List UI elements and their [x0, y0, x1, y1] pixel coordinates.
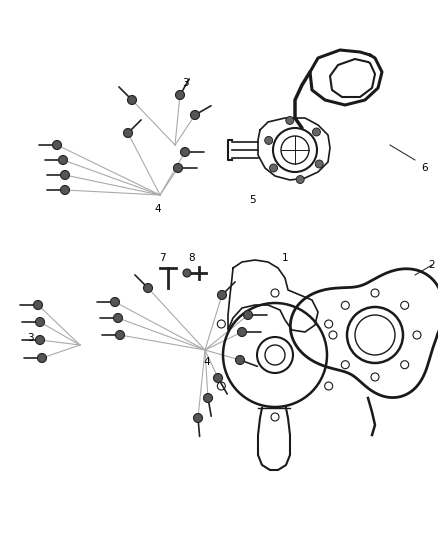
- Circle shape: [236, 356, 244, 365]
- Circle shape: [124, 128, 133, 138]
- Circle shape: [296, 175, 304, 183]
- Text: 4: 4: [155, 204, 161, 214]
- Circle shape: [113, 313, 123, 322]
- Circle shape: [116, 330, 124, 340]
- Text: 1: 1: [282, 253, 288, 263]
- Circle shape: [176, 91, 184, 100]
- Text: 2: 2: [429, 260, 435, 270]
- Circle shape: [265, 136, 273, 144]
- Text: 8: 8: [189, 253, 195, 263]
- Text: 5: 5: [250, 195, 256, 205]
- Circle shape: [244, 311, 252, 319]
- Circle shape: [173, 164, 183, 173]
- Circle shape: [60, 185, 70, 195]
- Circle shape: [183, 269, 191, 277]
- Circle shape: [191, 110, 199, 119]
- Circle shape: [38, 353, 46, 362]
- Circle shape: [286, 116, 294, 125]
- Circle shape: [237, 327, 247, 336]
- Text: 3: 3: [27, 333, 33, 343]
- Circle shape: [127, 95, 137, 104]
- Circle shape: [110, 297, 120, 306]
- Circle shape: [144, 284, 152, 293]
- Circle shape: [180, 148, 190, 157]
- Circle shape: [33, 301, 42, 310]
- Text: 3: 3: [182, 78, 188, 88]
- Circle shape: [269, 164, 278, 172]
- Circle shape: [213, 374, 223, 383]
- Text: 4: 4: [204, 357, 210, 367]
- Circle shape: [218, 290, 226, 300]
- Circle shape: [204, 393, 212, 402]
- Circle shape: [35, 335, 45, 344]
- Circle shape: [312, 128, 321, 136]
- Text: 6: 6: [422, 163, 428, 173]
- Circle shape: [35, 318, 45, 327]
- Circle shape: [315, 160, 323, 168]
- Circle shape: [53, 141, 61, 149]
- Circle shape: [60, 171, 70, 180]
- Circle shape: [59, 156, 67, 165]
- Text: 7: 7: [159, 253, 165, 263]
- Circle shape: [194, 414, 202, 423]
